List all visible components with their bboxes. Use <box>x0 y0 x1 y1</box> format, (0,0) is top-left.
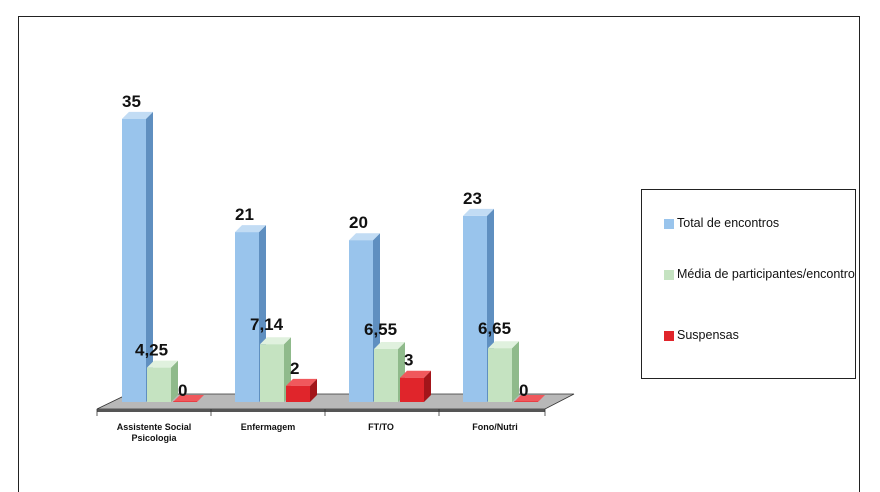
bar-top <box>488 341 519 349</box>
x-tick-label: Fono/Nutri <box>472 422 518 432</box>
bar-top <box>374 342 405 350</box>
chart-floor-edge <box>97 409 545 412</box>
bar-side <box>171 360 178 402</box>
legend-swatch-total <box>664 219 674 229</box>
x-tick-label: Psicologia <box>131 433 177 443</box>
bar-top <box>400 370 431 378</box>
data-label: 2 <box>290 359 299 378</box>
legend-item-suspensas: Suspensas <box>664 328 855 343</box>
data-label: 35 <box>122 92 141 111</box>
bar <box>463 215 487 402</box>
bar-top <box>463 208 494 216</box>
data-label: 3 <box>404 351 413 370</box>
bar <box>147 367 171 402</box>
bar-top <box>349 233 380 241</box>
bar-top <box>514 395 545 402</box>
bar <box>235 232 259 402</box>
legend-item-total: Total de encontros <box>664 216 855 231</box>
bar-top <box>260 337 291 345</box>
bar <box>374 349 398 402</box>
bar-side <box>512 341 519 402</box>
bar <box>173 401 197 402</box>
bar <box>260 344 284 402</box>
data-label: 0 <box>519 381 528 400</box>
x-tick-label: FT/TO <box>368 422 394 432</box>
legend-swatch-suspensas <box>664 331 674 341</box>
bar <box>286 385 310 402</box>
data-label: 0 <box>178 381 187 400</box>
bar <box>122 118 146 402</box>
legend-item-media: Média de participantes/encontro <box>664 267 855 282</box>
bar-side <box>146 111 153 402</box>
x-tick-label: Assistente Social <box>117 422 192 432</box>
data-label: 6,65 <box>478 319 511 338</box>
bar-top <box>122 111 153 119</box>
legend-swatch-media <box>664 270 674 280</box>
bar-top <box>235 225 266 233</box>
bar <box>488 348 512 402</box>
data-label: 20 <box>349 213 368 232</box>
bar-top <box>286 378 317 386</box>
bar-top <box>173 395 204 402</box>
bar-side <box>424 370 431 402</box>
chart-legend: Total de encontros Média de participante… <box>641 189 856 379</box>
x-tick-label: Enfermagem <box>241 422 296 432</box>
legend-label-media: Média de participantes/encontro <box>677 267 855 281</box>
bar <box>349 240 373 402</box>
data-label: 23 <box>463 189 482 208</box>
bar <box>400 377 424 402</box>
bar-side <box>310 378 317 402</box>
legend-label-total: Total de encontros <box>677 216 780 230</box>
data-label: 4,25 <box>135 341 168 360</box>
legend-label-suspensas: Suspensas <box>677 328 739 342</box>
bar-top <box>147 360 178 368</box>
bar <box>514 401 538 402</box>
data-label: 21 <box>235 205 254 224</box>
data-label: 6,55 <box>364 320 397 339</box>
data-label: 7,14 <box>250 315 284 334</box>
